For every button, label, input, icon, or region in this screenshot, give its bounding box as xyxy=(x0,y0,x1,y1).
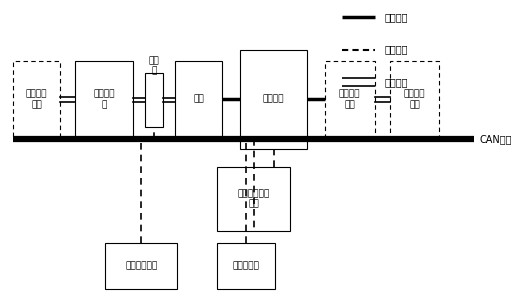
Bar xyxy=(240,49,307,149)
Bar xyxy=(75,61,132,137)
Text: 车辆传动
系统: 车辆传动 系统 xyxy=(404,90,425,109)
Text: 车辆传动
系统: 车辆传动 系统 xyxy=(26,90,47,109)
Text: 车辆动力
系统: 车辆动力 系统 xyxy=(339,90,360,109)
Bar xyxy=(217,167,290,231)
Text: 电气连接: 电气连接 xyxy=(385,13,408,22)
Text: 机械连接: 机械连接 xyxy=(385,77,408,87)
Bar xyxy=(390,61,440,137)
Text: 动力电池: 动力电池 xyxy=(263,95,284,104)
Text: CAN总线: CAN总线 xyxy=(480,134,512,144)
Text: 其它信号传输: 其它信号传输 xyxy=(125,261,157,271)
Text: 离合
器: 离合 器 xyxy=(148,56,159,75)
Text: 飞轮: 飞轮 xyxy=(193,95,204,104)
Bar xyxy=(13,61,60,137)
Bar xyxy=(325,61,375,137)
Bar xyxy=(217,243,275,289)
Text: 无级变速
器: 无级变速 器 xyxy=(93,90,115,109)
Text: 整车控制器: 整车控制器 xyxy=(233,261,260,271)
Text: 通讯连接: 通讯连接 xyxy=(385,45,408,55)
Text: 动力电池管理
系统: 动力电池管理 系统 xyxy=(237,189,270,208)
Bar xyxy=(105,243,177,289)
Bar xyxy=(175,61,222,137)
Bar xyxy=(145,73,163,127)
